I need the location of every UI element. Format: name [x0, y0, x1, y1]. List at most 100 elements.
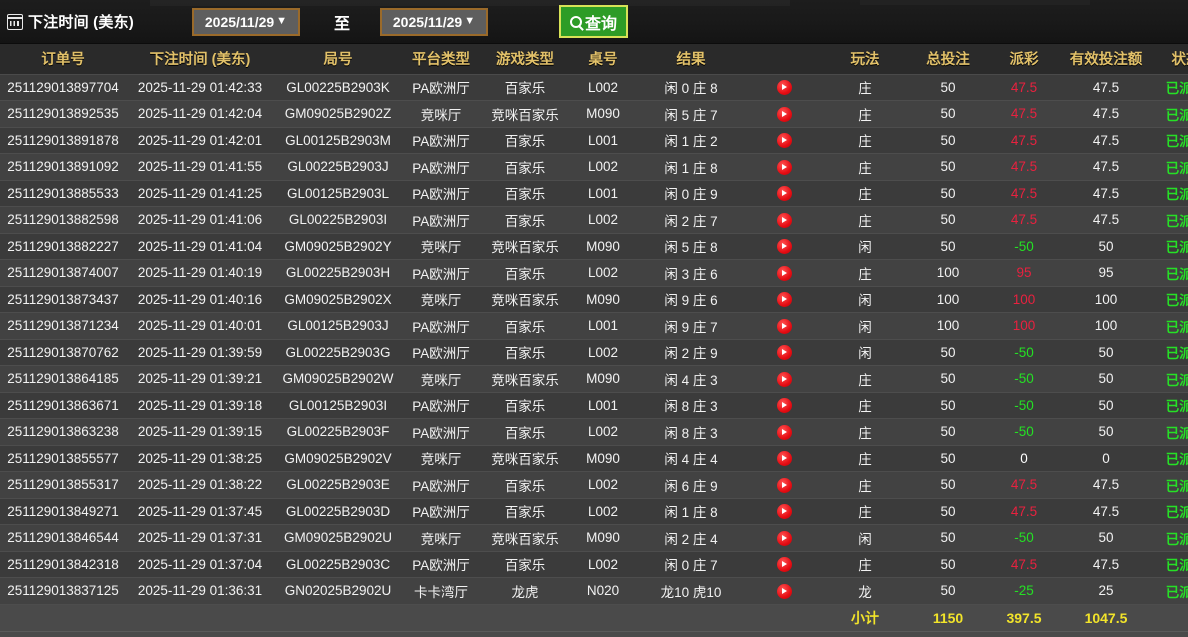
cell-round: GL00125B2903L [274, 180, 402, 207]
table-row[interactable]: 251129013863671 2025-11-29 01:39:18 GL0012… [0, 392, 1188, 419]
table-row[interactable]: 251129013842318 2025-11-29 01:37:04 GL0022… [0, 551, 1188, 578]
cell-round: GL00225B2903G [274, 339, 402, 366]
cell-time: 2025-11-29 01:36:31 [126, 577, 274, 605]
play-video-icon[interactable] [776, 345, 792, 361]
table-row[interactable]: 251129013891092 2025-11-29 01:41:55 GL0022… [0, 153, 1188, 181]
column-header-10[interactable]: 派彩 [988, 44, 1060, 75]
search-button[interactable]: 查询 [559, 5, 629, 38]
play-video-icon[interactable] [776, 398, 792, 414]
cell-order: 251129013885533 [0, 180, 126, 207]
play-video-icon[interactable] [776, 318, 792, 334]
column-header-0[interactable]: 订单号 [0, 44, 126, 75]
column-header-7[interactable] [746, 44, 822, 75]
video-replay-cell[interactable] [746, 551, 822, 578]
play-video-icon[interactable] [776, 212, 792, 228]
video-replay-cell[interactable] [746, 206, 822, 234]
column-header-6[interactable]: 结果 [636, 44, 746, 75]
cell-gametype: 竞咪百家乐 [480, 233, 570, 260]
video-replay-cell[interactable] [746, 100, 822, 128]
column-header-5[interactable]: 桌号 [570, 44, 636, 75]
video-replay-cell[interactable] [746, 74, 822, 101]
table-row[interactable]: 251129013849271 2025-11-29 01:37:45 GL0022… [0, 498, 1188, 525]
video-replay-cell[interactable] [746, 127, 822, 154]
cell-table: L001 [570, 127, 636, 154]
table-row[interactable]: 251129013855577 2025-11-29 01:38:25 GM0902… [0, 445, 1188, 472]
play-video-icon[interactable] [776, 371, 792, 387]
cell-platform: PA欧洲厅 [402, 339, 480, 366]
column-header-9[interactable]: 总投注 [908, 44, 988, 75]
play-video-icon[interactable] [776, 451, 792, 467]
play-video-icon[interactable] [776, 424, 792, 440]
play-video-icon[interactable] [776, 186, 792, 202]
cell-valid: 95 [1060, 259, 1152, 287]
table-row[interactable]: 251129013885533 2025-11-29 01:41:25 GL0012… [0, 180, 1188, 207]
date-to-select[interactable]: 2025/11/29 ▼ [379, 7, 488, 36]
play-video-icon[interactable] [776, 265, 792, 281]
table-row[interactable]: 251129013846544 2025-11-29 01:37:31 GM0902… [0, 524, 1188, 552]
cell-order: 251129013855317 [0, 471, 126, 499]
video-replay-cell[interactable] [746, 339, 822, 366]
video-replay-cell[interactable] [746, 471, 822, 499]
status-badge: 已派彩 [1152, 259, 1188, 287]
table-row[interactable]: 251129013882227 2025-11-29 01:41:04 GM0902… [0, 233, 1188, 260]
table-row[interactable]: 251129013871234 2025-11-29 01:40:01 GL0012… [0, 312, 1188, 340]
video-replay-cell[interactable] [746, 445, 822, 472]
cell-time: 2025-11-29 01:38:22 [126, 471, 274, 499]
table-row[interactable]: 251129013870762 2025-11-29 01:39:59 GL0022… [0, 339, 1188, 366]
column-header-12[interactable]: 状态 [1152, 44, 1188, 75]
video-replay-cell[interactable] [746, 392, 822, 419]
cell-valid: 47.5 [1060, 180, 1152, 207]
date-from-select[interactable]: 2025/11/29 ▼ [191, 7, 300, 36]
cell-payout: -25 [988, 577, 1060, 605]
column-header-11[interactable]: 有效投注额 [1060, 44, 1152, 75]
video-replay-cell[interactable] [746, 577, 822, 605]
table-row[interactable]: 251129013863238 2025-11-29 01:39:15 GL0022… [0, 418, 1188, 446]
table-row[interactable]: 251129013882598 2025-11-29 01:41:06 GL0022… [0, 206, 1188, 234]
table-row[interactable]: 251129013873437 2025-11-29 01:40:16 GM0902… [0, 286, 1188, 313]
play-video-icon[interactable] [776, 557, 792, 573]
column-header-2[interactable]: 局号 [274, 44, 402, 75]
play-video-icon[interactable] [776, 106, 792, 122]
play-video-icon[interactable] [776, 292, 792, 308]
table-row[interactable]: 251129013864185 2025-11-29 01:39:21 GM0902… [0, 365, 1188, 393]
cell-table: L001 [570, 180, 636, 207]
table-row[interactable]: 251129013837125 2025-11-29 01:36:31 GN0202… [0, 577, 1188, 605]
cell-order: 251129013871234 [0, 312, 126, 340]
play-video-icon[interactable] [776, 583, 792, 599]
video-replay-cell[interactable] [746, 312, 822, 340]
column-header-8[interactable]: 玩法 [822, 44, 908, 75]
video-replay-cell[interactable] [746, 286, 822, 313]
column-header-3[interactable]: 平台类型 [402, 44, 480, 75]
chevron-down-icon: ▼ [464, 15, 476, 27]
play-video-icon[interactable] [776, 504, 792, 520]
cell-payout: 95 [988, 259, 1060, 287]
table-row[interactable]: 251129013892535 2025-11-29 01:42:04 GM0902… [0, 100, 1188, 128]
column-header-4[interactable]: 游戏类型 [480, 44, 570, 75]
cell-valid: 47.5 [1060, 551, 1152, 578]
table-row[interactable]: 251129013874007 2025-11-29 01:40:19 GL0022… [0, 259, 1188, 287]
video-replay-cell[interactable] [746, 259, 822, 287]
cell-time: 2025-11-29 01:41:25 [126, 180, 274, 207]
play-video-icon[interactable] [776, 477, 792, 493]
table-row[interactable]: 251129013855317 2025-11-29 01:38:22 GL0022… [0, 471, 1188, 499]
table-row[interactable]: 251129013891878 2025-11-29 01:42:01 GL0012… [0, 127, 1188, 154]
play-video-icon[interactable] [776, 133, 792, 149]
play-video-icon[interactable] [776, 530, 792, 546]
table-row[interactable]: 251129013897704 2025-11-29 01:42:33 GL0022… [0, 74, 1188, 101]
video-replay-cell[interactable] [746, 180, 822, 207]
play-video-icon[interactable] [776, 159, 792, 175]
subtotal-row: 小计 1150 397.5 1047.5 [0, 604, 1188, 632]
column-header-1[interactable]: 下注时间 (美东) [126, 44, 274, 75]
video-replay-cell[interactable] [746, 233, 822, 260]
video-replay-cell[interactable] [746, 498, 822, 525]
cell-time: 2025-11-29 01:40:16 [126, 286, 274, 313]
video-replay-cell[interactable] [746, 153, 822, 181]
cell-table: N020 [570, 577, 636, 605]
cell-result: 龙10 虎10 [636, 577, 746, 605]
video-replay-cell[interactable] [746, 524, 822, 552]
cell-round: GL00225B2903C [274, 551, 402, 578]
play-video-icon[interactable] [776, 239, 792, 255]
video-replay-cell[interactable] [746, 418, 822, 446]
play-video-icon[interactable] [776, 80, 792, 96]
video-replay-cell[interactable] [746, 365, 822, 393]
